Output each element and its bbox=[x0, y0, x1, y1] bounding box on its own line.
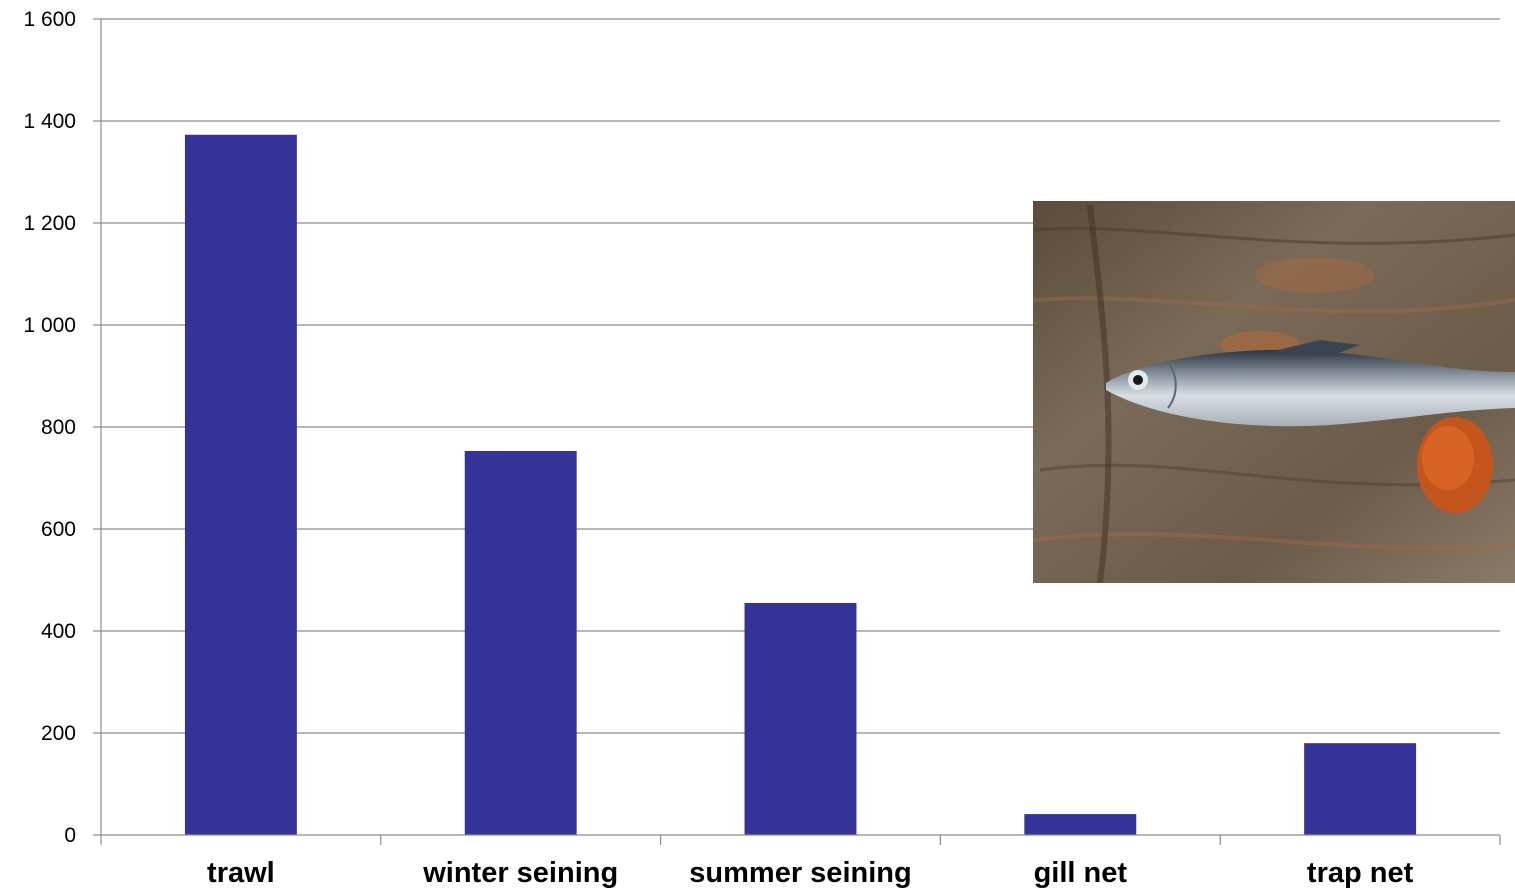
bar-trap-net bbox=[1304, 743, 1417, 835]
fish-photo bbox=[1033, 201, 1515, 583]
x-category-label: winter seining bbox=[422, 857, 618, 889]
y-tick-label: 800 bbox=[41, 416, 76, 439]
y-tick-label: 1 000 bbox=[23, 314, 76, 337]
x-category-labels: trawl winter seining summer seining gill ne… bbox=[207, 857, 1414, 889]
y-tick-label: 1 200 bbox=[23, 212, 76, 235]
bar-trawl bbox=[184, 134, 297, 835]
x-category-label: summer seining bbox=[689, 857, 911, 889]
y-tick-label: 0 bbox=[64, 824, 76, 847]
gridlines bbox=[101, 18, 1500, 734]
y-tick-label: 400 bbox=[41, 620, 76, 643]
axes bbox=[93, 18, 1501, 845]
bar-gill-net bbox=[1024, 814, 1137, 835]
y-tick-label: 600 bbox=[41, 518, 76, 541]
y-tick-label: 200 bbox=[41, 722, 76, 745]
bars bbox=[184, 134, 1417, 835]
y-tick-label: 1 600 bbox=[23, 8, 76, 31]
x-category-label: trawl bbox=[207, 857, 275, 889]
x-category-label: trap net bbox=[1307, 857, 1414, 889]
bar-summer-seining bbox=[744, 602, 857, 835]
y-tick-labels: 0 200 400 600 800 1 000 1 200 1 400 1 600 bbox=[23, 8, 76, 847]
x-category-label: gill net bbox=[1034, 857, 1128, 889]
y-tick-label: 1 400 bbox=[23, 110, 76, 133]
bar-winter-seining bbox=[464, 450, 577, 835]
